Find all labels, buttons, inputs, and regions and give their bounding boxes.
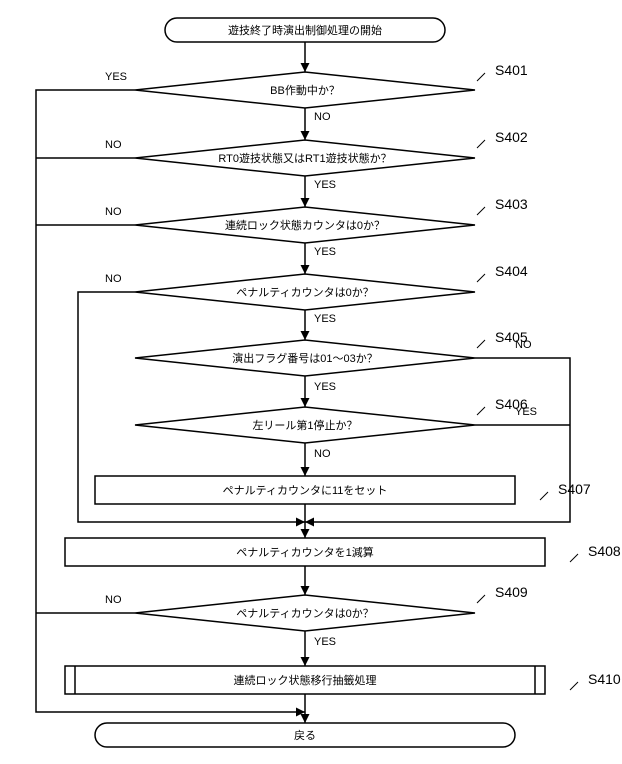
svg-text:戻る: 戻る [294, 729, 316, 742]
svg-text:NO: NO [105, 206, 122, 218]
node-d409: ペナルティカウンタは0か？ [135, 595, 475, 631]
svg-text:演出フラグ番号は01～03か？: 演出フラグ番号は01～03か？ [232, 351, 377, 365]
svg-text:NO: NO [105, 139, 122, 151]
svg-text:S407: S407 [558, 481, 591, 497]
node-start: 遊技終了時演出制御処理の開始 [165, 18, 445, 42]
svg-text:YES: YES [314, 636, 336, 648]
svg-text:NO: NO [314, 448, 331, 460]
svg-text:S410: S410 [588, 671, 621, 687]
svg-text:BB作動中か？: BB作動中か？ [270, 83, 340, 97]
node-d405: 演出フラグ番号は01～03か？ [135, 340, 475, 376]
node-d403: 連続ロック状態カウンタは0か？ [135, 207, 475, 243]
svg-text:連続ロック状態移行抽籤処理: 連続ロック状態移行抽籤処理 [234, 673, 377, 687]
svg-text:YES: YES [314, 246, 336, 258]
node-d401: BB作動中か？ [135, 72, 475, 108]
svg-text:NO: NO [105, 594, 122, 606]
node-d406: 左リール第1停止か？ [135, 407, 475, 443]
svg-text:連続ロック状態カウンタは0か？: 連続ロック状態カウンタは0か？ [225, 218, 385, 232]
node-end: 戻る [95, 723, 515, 747]
svg-text:S404: S404 [495, 263, 528, 279]
svg-text:S402: S402 [495, 129, 528, 145]
node-p410: 連続ロック状態移行抽籤処理 [65, 666, 545, 694]
svg-text:S403: S403 [495, 196, 528, 212]
svg-text:YES: YES [314, 179, 336, 191]
node-d404: ペナルティカウンタは0か？ [135, 274, 475, 310]
svg-text:S406: S406 [495, 396, 528, 412]
node-p407: ペナルティカウンタに11をセット [95, 476, 515, 504]
svg-text:左リール第1停止か？: 左リール第1停止か？ [252, 418, 357, 432]
svg-text:YES: YES [105, 71, 127, 83]
svg-text:S401: S401 [495, 62, 528, 78]
svg-text:S408: S408 [588, 543, 621, 559]
svg-text:YES: YES [314, 381, 336, 393]
svg-text:ペナルティカウンタを1減算: ペナルティカウンタを1減算 [236, 545, 373, 559]
svg-text:S405: S405 [495, 329, 528, 345]
svg-text:ペナルティカウンタに11をセット: ペナルティカウンタに11をセット [223, 484, 388, 497]
node-d402: RT0遊技状態又はRT1遊技状態か？ [135, 140, 475, 176]
svg-text:YES: YES [314, 313, 336, 325]
svg-text:NO: NO [105, 273, 122, 285]
node-p408: ペナルティカウンタを1減算 [65, 538, 545, 566]
svg-text:RT0遊技状態又はRT1遊技状態か？: RT0遊技状態又はRT1遊技状態か？ [218, 151, 391, 165]
svg-text:遊技終了時演出制御処理の開始: 遊技終了時演出制御処理の開始 [228, 23, 382, 37]
flowchart-svg: NOYESYESYESYESNOYESYESNONONONONOYES遊技終了時… [0, 0, 622, 764]
svg-text:ペナルティカウンタは0か？: ペナルティカウンタは0か？ [236, 607, 373, 620]
svg-text:S409: S409 [495, 584, 528, 600]
svg-text:ペナルティカウンタは0か？: ペナルティカウンタは0か？ [236, 286, 373, 299]
svg-text:NO: NO [314, 111, 331, 123]
